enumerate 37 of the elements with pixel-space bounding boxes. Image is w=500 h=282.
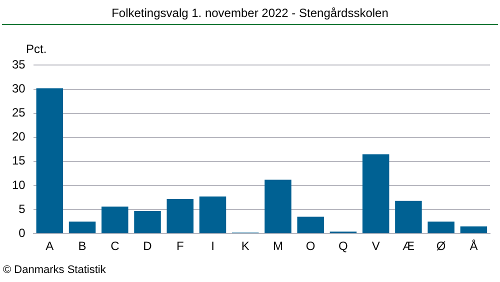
y-tick-label: 15 [12, 154, 26, 168]
y-tick-label: 30 [12, 82, 26, 96]
chart-title: Folketingsvalg 1. november 2022 - Stengårdsskolen [110, 6, 390, 20]
bar [166, 198, 194, 234]
x-tick-label: Å [470, 239, 478, 254]
x-tick-label: Q [338, 239, 348, 254]
x-tick-label: A [46, 239, 54, 254]
text: © Danmarks Statistik [3, 264, 106, 276]
y-tick-label: 10 [12, 178, 26, 192]
bar [134, 210, 161, 234]
bar [68, 222, 96, 234]
bar [460, 226, 488, 234]
y-tick-label: 20 [12, 130, 26, 144]
x-tick-label: B [78, 239, 86, 254]
y-axis-title: Pct. [26, 42, 47, 56]
bar [264, 180, 292, 234]
x-tick-label: Æ [402, 239, 414, 254]
y-tick-label: 25 [12, 106, 26, 120]
x-tick-label: C [110, 239, 120, 254]
x-tick-label: Ø [436, 239, 446, 254]
bar [428, 222, 454, 234]
bar [297, 216, 324, 234]
x-tick-label: M [272, 239, 283, 254]
x-tick-label: K [241, 239, 250, 254]
bar [102, 206, 128, 234]
x-tick-label: I [211, 239, 214, 254]
x-tick-label: F [176, 239, 184, 254]
bar [395, 200, 422, 234]
x-tick-label: D [143, 239, 152, 254]
bar [362, 154, 390, 234]
x-tick-label: V [372, 239, 380, 254]
y-tick-label: 0 [18, 226, 26, 240]
x-tick-label: O [306, 239, 316, 254]
y-tick-label: 35 [12, 58, 26, 72]
bar [36, 88, 64, 234]
bar [199, 196, 226, 234]
y-tick-label: 5 [18, 202, 26, 216]
